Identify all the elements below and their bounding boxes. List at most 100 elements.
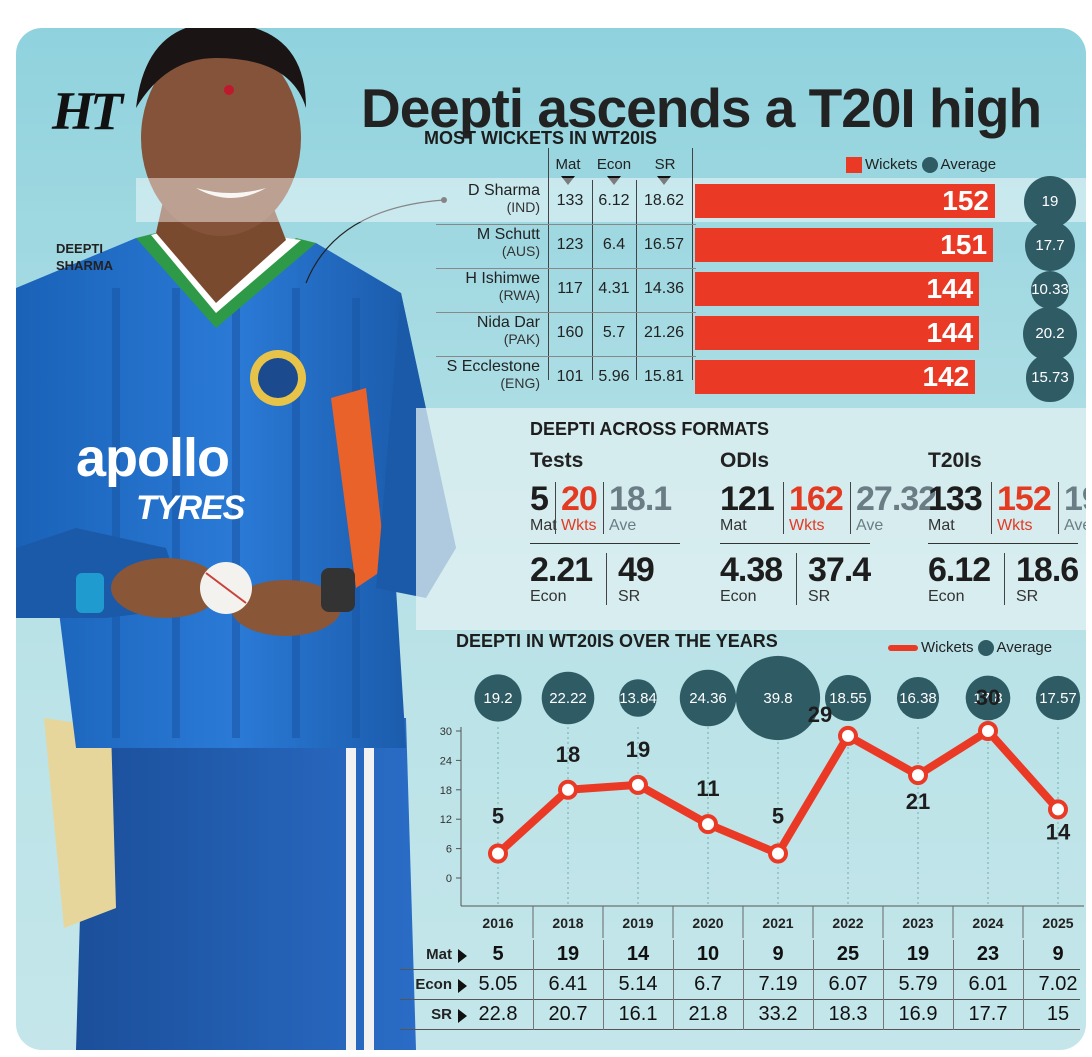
- wickets-bar: 144: [695, 272, 980, 306]
- table-cell: 9: [772, 943, 784, 965]
- format-rule: [720, 543, 870, 544]
- year-label: 2018: [552, 915, 583, 931]
- table-col-divider: [953, 970, 954, 1000]
- format-ave-label: Ave: [1064, 517, 1086, 534]
- wickets-bar-label: 142: [922, 361, 970, 392]
- format-mat-label: Mat: [530, 517, 557, 534]
- table-row-divider: [400, 999, 1080, 1000]
- table-col-divider: [603, 940, 604, 970]
- legend-wickets-swatch: [846, 156, 862, 173]
- format-mat-label: Mat: [928, 517, 955, 534]
- sr-cell: 15.81: [643, 368, 685, 385]
- wickets-bar: 152: [695, 184, 995, 218]
- format-mat-value: 5: [530, 480, 549, 518]
- format-sr-label: SR: [808, 588, 831, 605]
- line-chart: 0 6 12 18 24 30 2016 2018 2019 2020 2021 2022 2023 20…: [440, 655, 1084, 938]
- sponsor-line-2: TYRES: [136, 489, 245, 527]
- format-econ-label: Econ: [720, 588, 757, 605]
- format-ave-value: 19: [1064, 480, 1086, 518]
- table-col-divider: [743, 1000, 744, 1030]
- econ-cell: 6.4: [602, 236, 626, 253]
- legend-dot-swatch: [977, 639, 994, 656]
- infographic-card: apollo TYRES HT Deepti ascends a T20I hi…: [16, 28, 1086, 1050]
- wickets-point: [838, 725, 858, 746]
- year-label: 2020: [692, 915, 723, 931]
- sr-cell: 21.26: [643, 324, 685, 341]
- sr-cell: 18.62: [643, 192, 685, 209]
- format-sr-value: 18.6: [1016, 551, 1079, 589]
- mat-cell: 133: [556, 192, 584, 209]
- row-divider: [436, 312, 696, 313]
- format-name: ODIs: [720, 449, 770, 472]
- table-col-divider: [883, 970, 884, 1000]
- header-econ: Econ: [596, 156, 632, 173]
- wickets-bar: 151: [695, 228, 994, 262]
- table-cell: 7.02: [1038, 973, 1078, 995]
- average-label: 17.8: [973, 690, 1002, 707]
- wickets-label: 14: [1046, 819, 1071, 844]
- sort-arrow-icon: [607, 176, 621, 185]
- table-col-divider: [603, 970, 604, 1000]
- format-wkts-value: 20: [561, 480, 598, 518]
- table-cell: 5: [492, 943, 504, 965]
- format-ave-label: Ave: [609, 517, 637, 534]
- average-bubble: 15.73: [1026, 354, 1074, 402]
- wickets-bar: 142: [695, 360, 976, 394]
- table-col-divider: [883, 1000, 884, 1030]
- table-col-divider: [813, 940, 814, 970]
- table-cell: 23: [976, 943, 1000, 965]
- average-bubble: [541, 671, 595, 725]
- table-cell: 18.3: [828, 1003, 868, 1025]
- table-col-divider: [953, 940, 954, 970]
- legend-average-swatch: [921, 156, 938, 173]
- player-name: D Sharma (IND): [396, 182, 540, 216]
- average-label: 22.22: [549, 690, 587, 707]
- format-wkts-label: Wkts: [561, 517, 597, 534]
- row-arrow-icon: [458, 1009, 467, 1023]
- wickets-section-title: MOST WICKETS IN WT20IS: [424, 128, 658, 148]
- table-col-divider: [743, 940, 744, 970]
- format-sr-label: SR: [1016, 588, 1039, 605]
- format-divider: [991, 482, 992, 534]
- wickets-label: 11: [696, 776, 719, 801]
- wickets-legend: Wickets Average: [846, 156, 996, 173]
- col-divider: [592, 180, 593, 380]
- average-bubble: [1035, 675, 1081, 721]
- table-cell: 9: [1052, 943, 1064, 965]
- wickets-label: 21: [906, 789, 930, 814]
- wickets-label: 5: [772, 804, 784, 829]
- player-name: M Schutt (AUS): [396, 226, 540, 260]
- table-col-divider: [673, 940, 674, 970]
- wickets-label: 18: [556, 742, 580, 767]
- header-mat: Mat: [555, 156, 581, 173]
- format-wkts-value: 162: [789, 480, 844, 518]
- player-name-text: H Ishimwe: [465, 270, 540, 287]
- format-divider: [1004, 553, 1005, 605]
- player-name-text: S Ecclestone: [446, 358, 540, 375]
- format-sr-value: 49: [618, 551, 655, 589]
- col-divider: [548, 148, 549, 380]
- player-name: S Ecclestone (ENG): [396, 358, 540, 392]
- average-bubble: 20.2: [1022, 306, 1078, 362]
- table-col-divider: [953, 1000, 954, 1030]
- row-divider: [436, 356, 696, 357]
- year-label: 2022: [832, 915, 863, 931]
- page-title: Deepti ascends a T20I high: [361, 77, 1042, 139]
- econ-cell: 6.12: [598, 192, 630, 209]
- table-col-divider: [533, 1000, 534, 1030]
- econ-cell: 5.96: [598, 368, 630, 385]
- format-divider: [1058, 482, 1059, 534]
- table-row-divider: [400, 969, 1080, 970]
- mat-cell: 117: [557, 280, 583, 297]
- player-name: Nida Dar (PAK): [396, 314, 540, 348]
- y-tick-label: 6: [446, 844, 452, 856]
- table-cell: 5.14: [618, 973, 658, 995]
- format-divider: [850, 482, 851, 534]
- sponsor-line-1: apollo: [76, 428, 230, 488]
- format-wkts-label: Wkts: [789, 517, 825, 534]
- wickets-bar-label: 151: [940, 229, 988, 260]
- player-name: H Ishimwe (RWA): [396, 270, 540, 304]
- format-ave-value: 18.1: [609, 480, 672, 518]
- player-name-text: M Schutt: [476, 226, 540, 243]
- table-cell: 17.7: [968, 1003, 1008, 1025]
